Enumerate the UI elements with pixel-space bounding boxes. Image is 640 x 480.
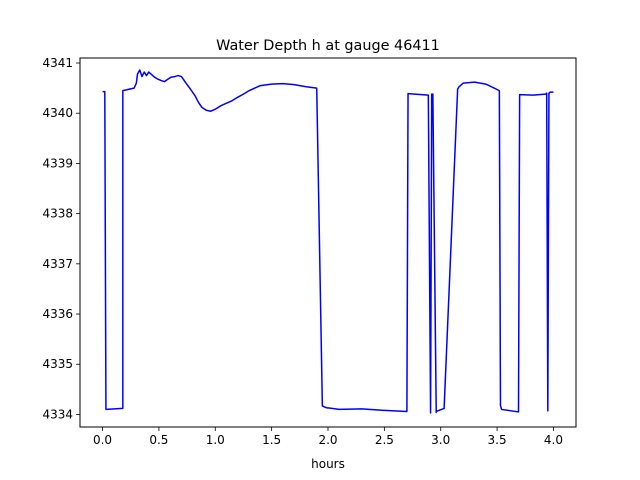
series-line-0 (102, 69, 554, 414)
y-tick-label: 4335 (42, 357, 73, 371)
y-tick-label: 4334 (42, 407, 73, 421)
x-tick-label: 3.0 (431, 433, 450, 447)
y-tick-label: 4339 (42, 156, 73, 170)
x-tick-label: 4.0 (544, 433, 563, 447)
x-tick-label: 0.5 (149, 433, 168, 447)
x-tick-label: 1.5 (262, 433, 281, 447)
y-tick-label: 4340 (42, 106, 73, 120)
y-tick-label: 4338 (42, 207, 73, 221)
y-tick-label: 4337 (42, 257, 73, 271)
x-tick-label: 0.0 (93, 433, 112, 447)
x-tick-label: 3.5 (488, 433, 507, 447)
chart-title: Water Depth h at gauge 46411 (216, 38, 440, 54)
y-tick-label: 4341 (42, 56, 73, 70)
x-tick-label: 1.0 (206, 433, 225, 447)
y-axis: 4334 4335 4336 4337 4338 4339 4340 4341 (42, 56, 80, 421)
plot-area (102, 69, 554, 414)
x-axis: 0.0 0.5 1.0 1.5 2.0 2.5 3.0 3.5 4.0 (93, 427, 563, 447)
y-tick-label: 4336 (42, 307, 73, 321)
x-tick-label: 2.5 (375, 433, 394, 447)
x-axis-label: hours (311, 457, 345, 471)
x-tick-label: 2.0 (318, 433, 337, 447)
